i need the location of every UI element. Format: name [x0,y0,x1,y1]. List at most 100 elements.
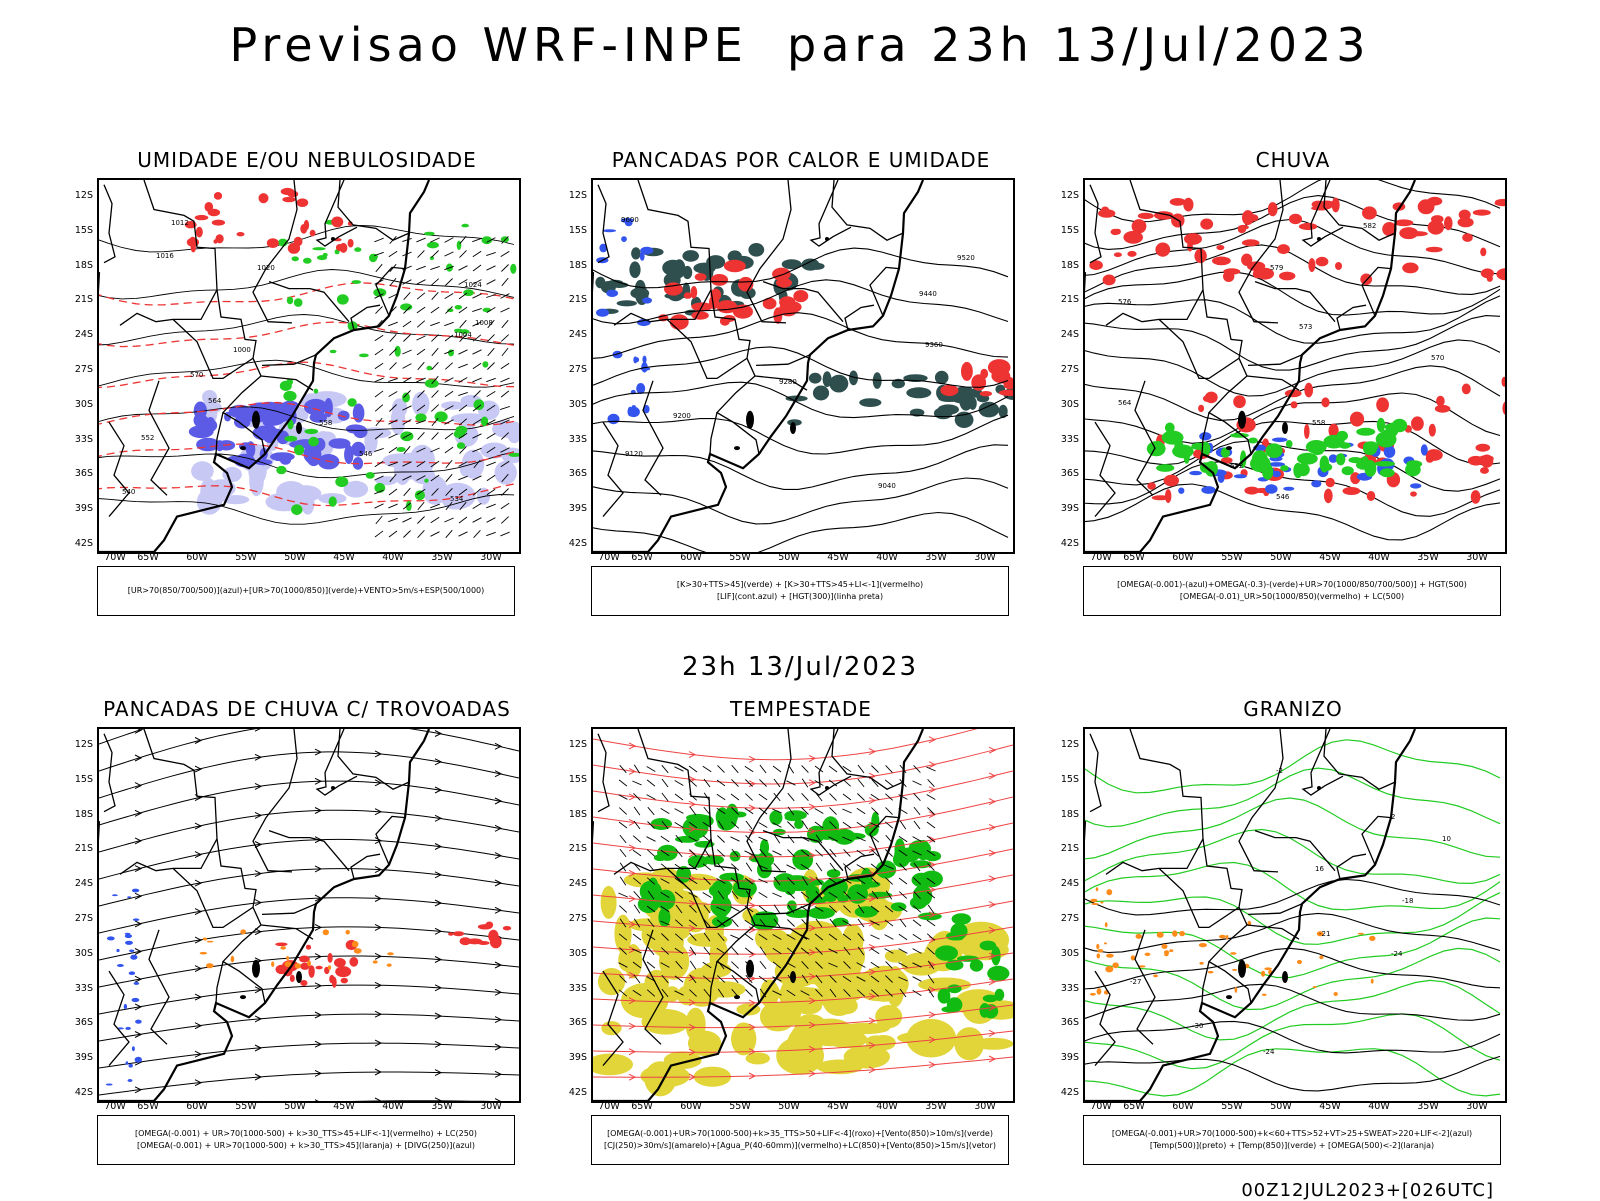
orange-omega-west [1089,887,1114,996]
legend-line: [K>30+TTS>45](verde) + [K>30+TTS>45+LI<-… [676,580,924,589]
legend-line: [OMEGA(-0.001)-(azul)+OMEGA(-0.3)-(verde… [1117,580,1467,589]
lat-tick-label: 15S [1060,774,1079,785]
legend-line: [OMEGA(-0.001)+UR>70(1000-500)+k<60+TTS>… [1111,1129,1473,1138]
lat-tick-label: 36S [1060,468,1079,479]
lat-tick-label: 27S [568,913,587,924]
lat-tick-label: 12S [568,190,587,201]
lat-tick-label: 21S [1060,843,1079,854]
lat-tick-label: 42S [1060,1087,1079,1098]
lat-tick-label: 12S [1060,739,1079,750]
lon-tick-label: 70W [598,552,620,563]
lat-tick-label: 21S [568,843,587,854]
svg-text:10: 10 [1442,835,1451,843]
thickness-red-contours [99,282,515,507]
lon-tick-label: 50W [284,1101,306,1112]
lat-tick-label: 36S [1060,1017,1079,1028]
legend-line: [LIF](cont.azul) + [HGT(300)](linha pret… [716,592,884,601]
map-outline [593,180,925,552]
lon-tick-label: 30W [1466,552,1488,563]
lon-tick-label: 60W [186,1101,208,1112]
lat-tick-label: 27S [74,913,93,924]
lat-tick-label: 24S [74,329,93,340]
lon-tick-label: 60W [1172,1101,1194,1112]
lon-tick-label: 55W [1221,552,1243,563]
lon-tick-label: 50W [778,1101,800,1112]
map-frame: 9600 9520 9440 9360 9280 9200 9120 9040 [591,178,1015,554]
lon-tick-label: 65W [137,1101,159,1112]
lat-tick-label: 42S [1060,538,1079,549]
panel-title: TEMPESTADE [730,697,872,721]
lat-tick-label: 33S [74,983,93,994]
svg-text:16: 16 [1315,865,1324,873]
lat-tick-label: 12S [1060,190,1079,201]
lon-tick-label: 50W [1270,552,1292,563]
lon-tick-label: 30W [480,552,502,563]
lon-tick-label: 40W [876,552,898,563]
legend-line: [OMEGA(-0.001) + UR>70(1000-500) + k>30_… [134,1129,478,1138]
lat-tick-label: 30S [1060,948,1079,959]
lat-tick-label: 42S [74,1087,93,1098]
map-plot [593,729,1013,1101]
lon-tick-label: 70W [598,1101,620,1112]
lat-tick-label: 39S [568,1052,587,1063]
svg-text:552: 552 [141,434,154,442]
svg-text:-18: -18 [1402,897,1413,905]
lon-tick-label: 40W [382,552,404,563]
svg-text:1024: 1024 [464,281,482,289]
svg-text:564: 564 [208,397,222,405]
svg-text:570: 570 [1431,354,1444,362]
lon-tick-label: 65W [631,552,653,563]
blue-divergence [105,888,142,1086]
lat-tick-label: 24S [568,878,587,889]
lon-tick-label: 70W [1090,1101,1112,1112]
svg-text:1008: 1008 [475,319,493,327]
lon-tick-label: 40W [382,1101,404,1112]
map-plot: 1012101610201024100810041000570564558552… [99,180,519,552]
svg-text:573: 573 [1299,323,1312,331]
secondary-title: 23h 13/Jul/2023 [682,652,918,682]
lat-tick-label: 36S [568,468,587,479]
lon-tick-label: 40W [1368,1101,1390,1112]
lat-tick-label: 15S [74,774,93,785]
green-omega-area [1146,417,1423,480]
svg-text:1016: 1016 [156,252,174,260]
svg-text:9280: 9280 [779,378,797,386]
lat-tick-label: 33S [74,434,93,445]
lat-tick-label: 15S [568,225,587,236]
map-outline [1085,729,1417,1101]
red-marks [184,187,354,254]
pressure-contours [99,224,515,525]
svg-text:9600: 9600 [621,216,639,224]
wind-vectors [374,235,510,539]
main-title: Previsao WRF-INPE para 23h 13/Jul/2023 [229,18,1371,72]
legend-line: [CJ(250)>30m/s](amarelo)+[Agua_P(40-60mm… [604,1141,996,1150]
lon-tick-label: 60W [680,1101,702,1112]
lat-tick-label: 39S [74,1052,93,1063]
svg-text:1000: 1000 [233,346,251,354]
lat-tick-label: 18S [74,809,93,820]
contour-labels: 9600 9520 9440 9360 9280 9200 9120 9040 [621,216,975,490]
legend-line: [Temp(500)](preto) + [Temp(850)](verde) … [1149,1141,1435,1150]
lon-tick-label: 30W [480,1101,502,1112]
legend-line: [OMEGA(-0.001) + UR>70(1000-500) + k>30_… [136,1141,476,1150]
svg-text:546: 546 [1276,493,1290,501]
lon-tick-label: 35W [431,1101,453,1112]
lat-tick-label: 36S [74,1017,93,1028]
lc250-streamlines [99,729,519,1101]
red-thunder-east [448,921,512,949]
svg-text:-21: -21 [1319,930,1330,938]
svg-text:546: 546 [359,450,373,458]
svg-text:9520: 9520 [957,254,975,262]
legend-caption: [OMEGA(-0.001)+UR>70(1000-500)+k<60+TTS>… [1083,1115,1501,1165]
lon-tick-label: 70W [1090,552,1112,563]
svg-text:9200: 9200 [673,412,691,420]
blue-lif-contours [596,218,654,425]
lon-tick-label: 45W [333,552,355,563]
map-outline [593,729,925,1101]
legend-line: [OMEGA(-0.001)+UR>70(1000-500)+k>35_TTS>… [607,1129,993,1138]
svg-text:9120: 9120 [625,450,643,458]
lon-tick-label: 40W [1368,552,1390,563]
lat-tick-label: 18S [568,260,587,271]
lat-tick-label: 39S [568,503,587,514]
